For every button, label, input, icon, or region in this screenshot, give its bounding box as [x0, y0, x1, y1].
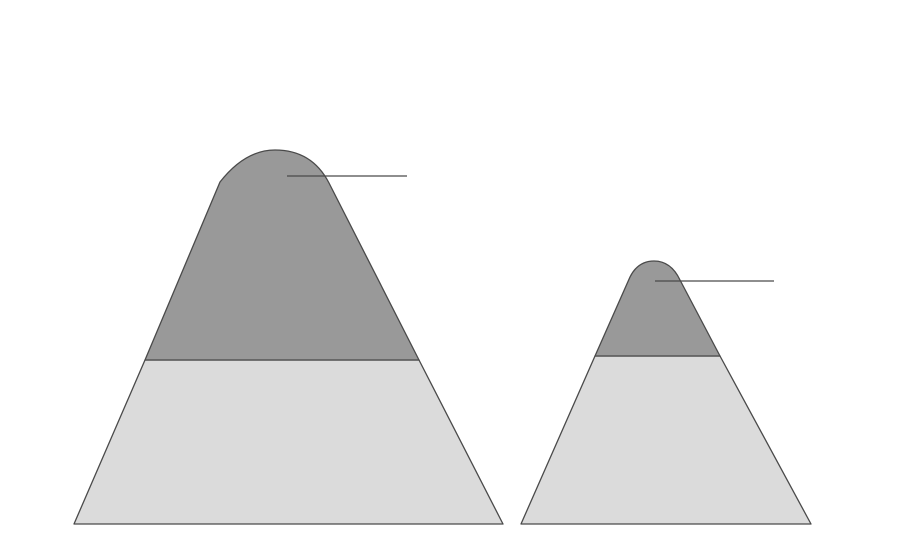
small-mountain-base-layer [520, 355, 812, 525]
large-mountain-base-layer [73, 359, 504, 525]
small-mountain-peak-layer [594, 260, 721, 357]
small-mountain [520, 260, 812, 525]
large-mountain-peak-layer [144, 149, 420, 361]
large-mountain [73, 149, 504, 525]
